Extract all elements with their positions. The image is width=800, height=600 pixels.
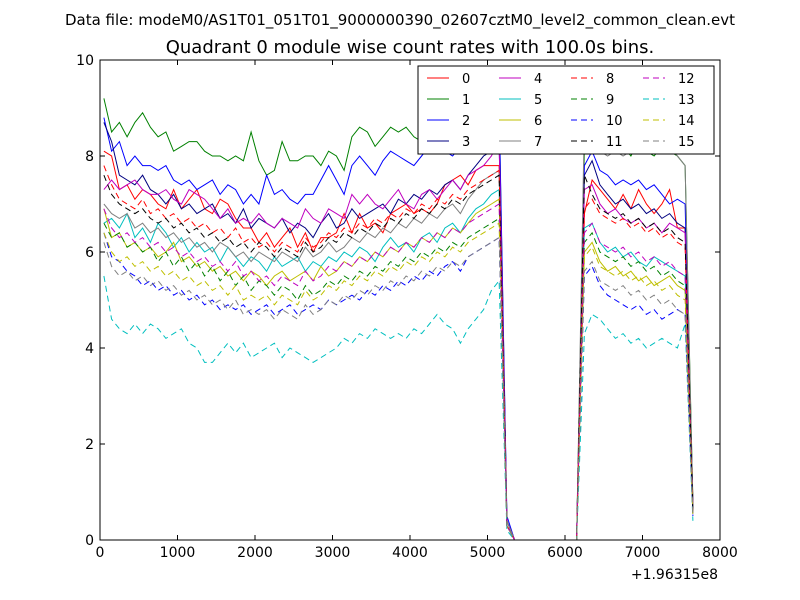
legend-label-0: 0 [462, 72, 470, 87]
x-tick-label: 5000 [470, 545, 506, 561]
data-file-caption: Data file: modeM0/AS1T01_051T01_90000003… [65, 11, 735, 30]
series-line-0 [103, 150, 694, 541]
x-tick-label: 8000 [702, 545, 738, 561]
legend-label-9: 9 [606, 93, 614, 108]
x-tick-label: 0 [96, 545, 105, 561]
x-tick-label: 7000 [625, 545, 661, 561]
legend-label-12: 12 [678, 72, 695, 87]
y-tick-label: 6 [85, 245, 94, 261]
legend-label-3: 3 [462, 135, 470, 150]
legend-label-5: 5 [534, 93, 542, 108]
series-line-11 [103, 174, 694, 541]
series-line-7 [103, 117, 694, 541]
x-tick-label: 2000 [237, 545, 273, 561]
series-line-8 [103, 165, 694, 541]
legend-label-7: 7 [534, 135, 542, 150]
x-tick-label: 6000 [547, 545, 583, 561]
legend-label-1: 1 [462, 93, 470, 108]
x-tick-label: 4000 [392, 545, 428, 561]
series-line-4 [103, 139, 694, 541]
series-line-15 [103, 236, 694, 541]
legend-label-15: 15 [678, 135, 695, 150]
series-line-13 [103, 275, 694, 541]
series-line-2 [103, 101, 694, 541]
y-tick-label: 0 [85, 533, 94, 549]
y-tick-label: 10 [76, 53, 94, 69]
legend-label-13: 13 [678, 93, 695, 108]
series-line-6 [103, 198, 694, 541]
legend-label-10: 10 [606, 114, 623, 129]
x-tick-label: 3000 [315, 545, 351, 561]
series-line-3 [103, 122, 694, 541]
plot-lines [103, 98, 694, 541]
x-tick-label: 1000 [160, 545, 196, 561]
legend-label-14: 14 [678, 114, 695, 129]
legend-label-6: 6 [534, 114, 542, 129]
y-tick-label: 8 [85, 149, 94, 165]
x-offset-label: +1.96315e8 [631, 567, 718, 583]
chart-title: Quadrant 0 module wise count rates with … [166, 37, 655, 58]
series-line-1 [103, 98, 694, 541]
y-tick-label: 2 [85, 437, 94, 453]
series-line-10 [103, 232, 694, 541]
legend-box [417, 65, 715, 155]
series-line-12 [103, 203, 694, 541]
legend-label-11: 11 [606, 135, 623, 150]
legend-label-4: 4 [534, 72, 542, 87]
y-tick-label: 4 [85, 341, 94, 357]
series-line-14 [103, 222, 694, 541]
series-line-9 [103, 217, 694, 541]
legend-label-8: 8 [606, 72, 614, 87]
legend-label-2: 2 [462, 114, 470, 129]
